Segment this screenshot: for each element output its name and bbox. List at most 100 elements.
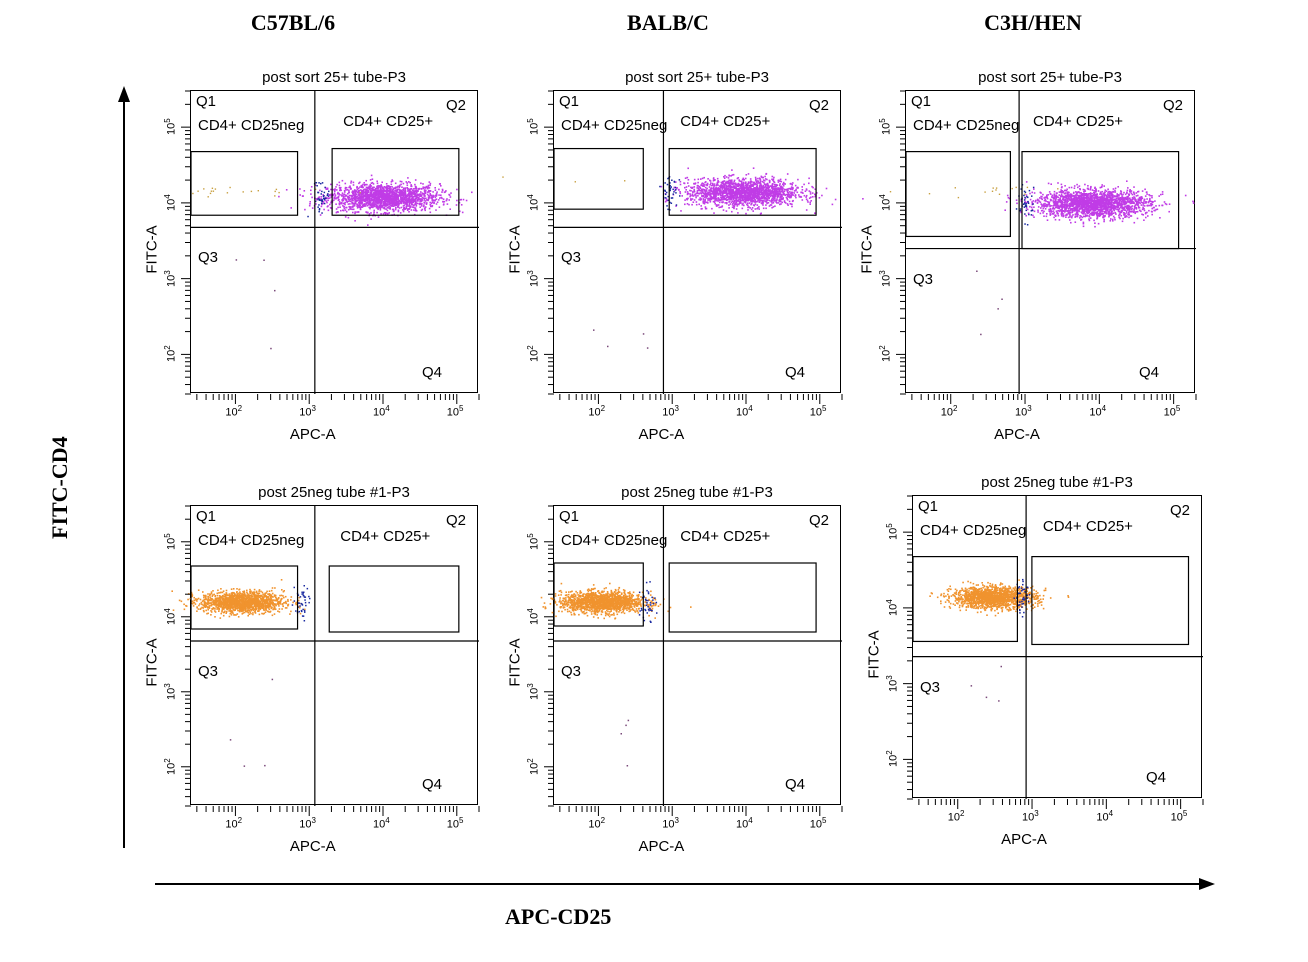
data-point	[433, 195, 435, 197]
data-point	[1072, 205, 1075, 207]
data-point	[1100, 197, 1103, 200]
data-point	[384, 193, 387, 196]
data-point	[702, 189, 704, 191]
data-point	[730, 201, 733, 204]
data-point	[369, 201, 372, 204]
data-point	[440, 196, 443, 199]
data-point	[692, 201, 695, 203]
data-point	[773, 184, 776, 186]
data-point	[730, 175, 732, 177]
data-point	[370, 212, 372, 214]
data-point	[344, 186, 347, 189]
data-point	[723, 187, 726, 189]
data-point	[1116, 202, 1118, 205]
data-point	[725, 196, 728, 199]
data-point	[304, 208, 306, 211]
data-point	[757, 181, 759, 183]
data-point	[801, 189, 804, 191]
data-point	[372, 192, 375, 195]
data-point-boundary	[664, 189, 666, 192]
data-point	[754, 188, 757, 191]
data-point	[1097, 190, 1100, 192]
data-point	[356, 185, 358, 188]
data-point	[406, 203, 409, 205]
data-point	[403, 207, 405, 209]
data-point	[714, 198, 716, 200]
data-point	[422, 183, 424, 185]
data-point	[690, 198, 692, 200]
data-point	[1064, 185, 1066, 187]
data-point	[367, 190, 370, 192]
data-point	[417, 200, 419, 202]
data-point	[751, 185, 754, 187]
data-point	[386, 189, 388, 192]
data-point	[419, 200, 421, 203]
data-point	[726, 199, 729, 201]
data-point	[441, 191, 443, 193]
data-point	[748, 198, 750, 200]
data-point	[310, 189, 312, 192]
data-point	[363, 203, 366, 205]
data-point	[787, 194, 789, 197]
data-point	[348, 186, 350, 189]
data-point	[678, 188, 680, 191]
data-point	[809, 201, 811, 204]
data-point	[1060, 215, 1063, 217]
data-point	[423, 186, 426, 189]
data-point	[762, 176, 764, 179]
data-point	[789, 196, 791, 199]
data-point	[1026, 208, 1029, 211]
data-point	[1134, 211, 1136, 213]
data-point	[387, 203, 389, 205]
data-point	[1056, 207, 1059, 209]
data-point	[1087, 188, 1090, 191]
data-point	[1040, 207, 1042, 209]
data-point	[747, 189, 750, 192]
data-point	[703, 189, 706, 191]
data-point	[729, 186, 731, 189]
data-point	[733, 192, 735, 194]
data-point	[376, 198, 379, 200]
data-point	[736, 193, 738, 195]
data-point	[779, 196, 781, 199]
x-tick-label: 104	[736, 405, 753, 419]
data-point	[754, 199, 756, 201]
data-point	[379, 207, 381, 210]
data-point	[705, 201, 708, 204]
data-point	[1137, 190, 1140, 193]
data-point	[378, 198, 381, 200]
data-point	[436, 201, 439, 203]
data-point	[741, 181, 743, 184]
data-point	[438, 206, 441, 208]
data-point	[415, 201, 417, 204]
panel-1-y-ticks	[181, 90, 191, 395]
data-point	[660, 185, 663, 188]
data-point	[299, 188, 301, 190]
data-point	[1031, 208, 1034, 211]
data-point	[1064, 208, 1066, 211]
data-point	[427, 199, 429, 202]
data-point	[426, 186, 429, 188]
data-point	[781, 201, 783, 204]
data-point	[783, 190, 786, 192]
data-point	[717, 180, 719, 182]
data-point	[814, 195, 816, 198]
data-point	[344, 216, 347, 218]
data-point	[717, 187, 720, 190]
data-point	[367, 202, 369, 204]
data-point	[710, 193, 713, 195]
data-point	[749, 193, 752, 196]
data-point	[362, 196, 365, 198]
data-point	[688, 203, 690, 206]
data-point	[380, 213, 382, 215]
data-point-boundary	[672, 193, 674, 195]
data-point	[760, 191, 763, 194]
data-point	[1029, 198, 1032, 201]
data-point	[315, 203, 317, 205]
data-point	[1066, 201, 1068, 203]
data-point	[791, 205, 793, 208]
data-point	[1046, 195, 1048, 198]
data-point	[744, 190, 746, 192]
data-point	[410, 206, 412, 208]
data-point	[373, 209, 375, 212]
